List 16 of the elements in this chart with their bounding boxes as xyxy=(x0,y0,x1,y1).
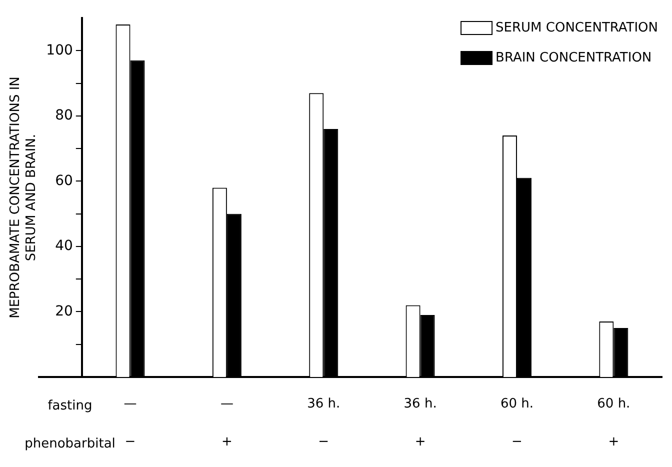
category-label: — − xyxy=(124,396,137,450)
category-label: 60 h. − xyxy=(500,396,534,450)
legend-label: SERUM CONCENTRATION xyxy=(496,20,658,36)
y-axis-title: MEPROBAMATE CONCENTRATIONS IN SERUM AND BRAIN. xyxy=(8,76,39,318)
category-label: 60 h. + xyxy=(597,396,630,450)
legend-label: BRAIN CONCENTRATION xyxy=(496,50,652,66)
text: phenobarbital xyxy=(24,436,116,452)
y-tick-label: 80 xyxy=(55,108,73,124)
text: fasting xyxy=(48,398,92,414)
y-tick-label: 60 xyxy=(55,172,73,189)
y-tick-label: 40 xyxy=(55,238,73,254)
category-label: — + xyxy=(220,396,234,450)
category-label: 36 h. + xyxy=(404,396,437,450)
y-tick-label: 20 xyxy=(55,303,73,320)
category-label: 36 h. − xyxy=(307,396,340,450)
y-tick-label: 100 xyxy=(46,42,73,58)
